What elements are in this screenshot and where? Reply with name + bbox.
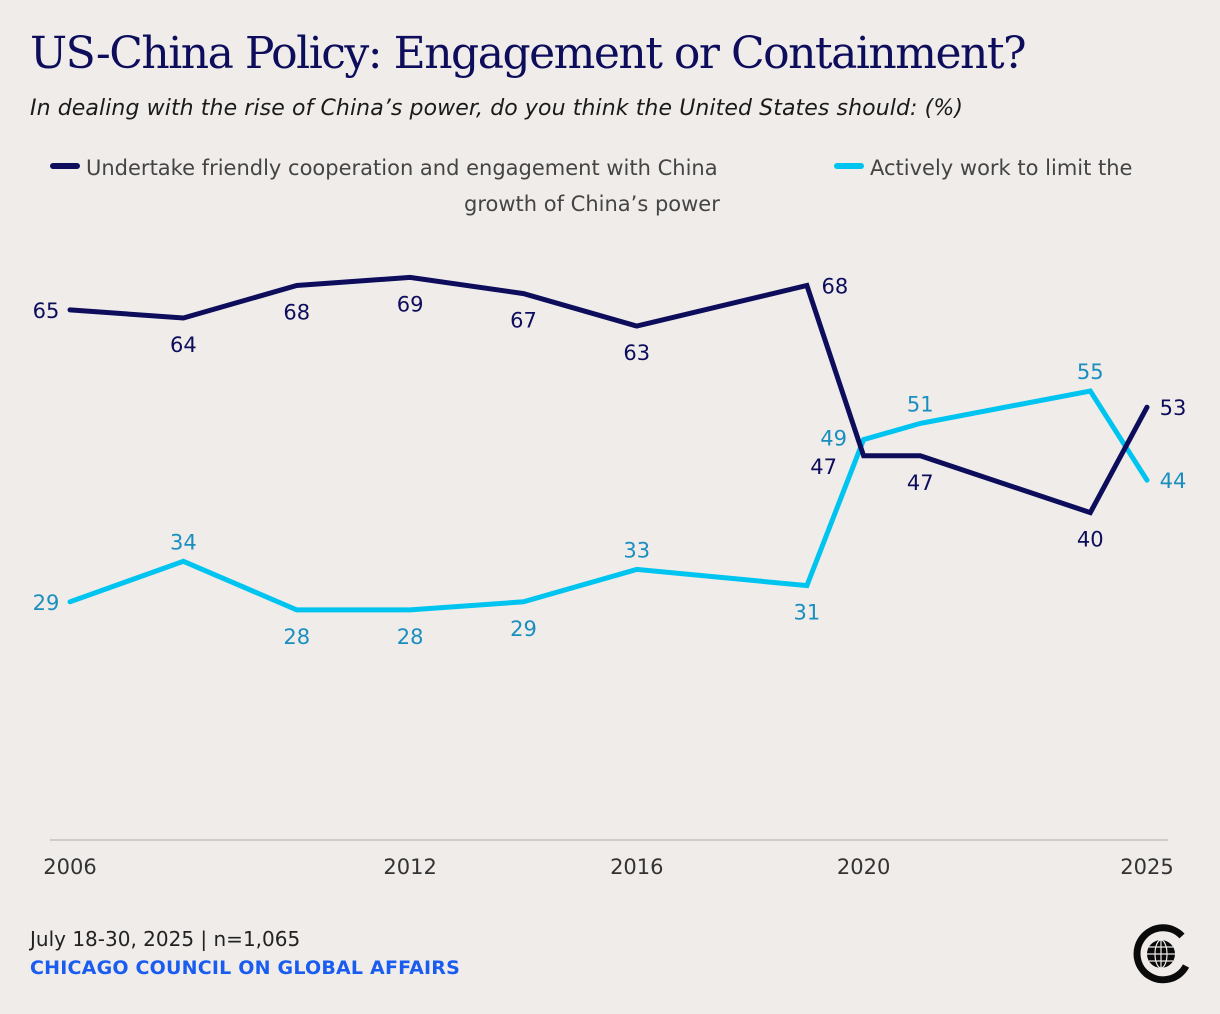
series-layer	[67, 274, 1150, 613]
legend-item-engagement: Undertake friendly cooperation and engag…	[50, 150, 718, 186]
data-label-limit-2012: 28	[397, 625, 424, 649]
data-label-engagement-2012: 69	[397, 292, 424, 316]
legend-label-limit-line2: growth of China’s power	[464, 192, 720, 216]
legend-item-limit-line2: growth of China’s power	[464, 186, 720, 222]
data-label-engagement-2019: 68	[822, 275, 849, 299]
data-label-limit-2021: 51	[907, 392, 934, 416]
x-tick-layer: 2006 2012 2016 2020 2025	[43, 855, 1173, 879]
x-tick-2025: 2025	[1120, 855, 1173, 879]
data-label-engagement-2024: 40	[1077, 528, 1104, 552]
chart-title: US-China Policy: Engagement or Containme…	[30, 28, 1027, 79]
data-label-engagement-2008: 64	[170, 333, 197, 357]
globe-c-logo-icon	[1133, 924, 1190, 984]
legend-item-limit: Actively work to limit the	[834, 150, 1132, 186]
data-label-limit-2025: 44	[1160, 469, 1187, 493]
data-label-engagement-2010: 68	[283, 301, 310, 325]
survey-source: July 18-30, 2025 | n=1,065	[30, 927, 301, 951]
x-tick-2006: 2006	[43, 855, 96, 879]
data-label-engagement-2016: 63	[623, 341, 650, 365]
organization-name: CHICAGO COUNCIL ON GLOBAL AFFAIRS	[30, 957, 461, 979]
data-label-limit-2014: 29	[510, 617, 537, 641]
data-label-engagement-2006: 65	[33, 299, 60, 323]
legend-label-engagement: Undertake friendly cooperation and engag…	[86, 156, 718, 180]
line-chart: 29 34 28 28 29 33 31 49 51 55 44 65 64 68 69 67 63 68 47 47…	[33, 274, 1187, 880]
data-label-limit-2016: 33	[623, 538, 650, 562]
data-label-engagement-2025: 53	[1160, 396, 1187, 420]
legend-swatch-limit	[834, 163, 864, 169]
data-label-limit-2010: 28	[283, 625, 310, 649]
data-label-limit-2024: 55	[1077, 360, 1104, 384]
x-tick-2020: 2020	[837, 855, 890, 879]
data-label-engagement-2021: 47	[907, 471, 934, 495]
x-tick-2012: 2012	[383, 855, 436, 879]
data-label-limit-2019: 31	[794, 601, 821, 625]
series-line-engagement	[67, 274, 1150, 516]
data-label-limit-2008: 34	[170, 530, 197, 554]
legend-swatch-engagement	[50, 163, 80, 169]
data-label-limit-2006: 29	[33, 591, 60, 615]
data-label-layer: 29 34 28 28 29 33 31 49 51 55 44 65 64 68 69 67 63 68 47 47…	[33, 275, 1187, 649]
series-line-limit	[67, 388, 1150, 613]
x-tick-2016: 2016	[610, 855, 663, 879]
data-label-limit-2020: 49	[820, 427, 847, 451]
data-label-engagement-2020: 47	[810, 455, 837, 479]
data-label-engagement-2014: 67	[510, 309, 537, 333]
chart-subtitle: In dealing with the rise of China’s powe…	[30, 96, 964, 121]
legend-label-limit-line1: Actively work to limit the	[870, 156, 1133, 180]
